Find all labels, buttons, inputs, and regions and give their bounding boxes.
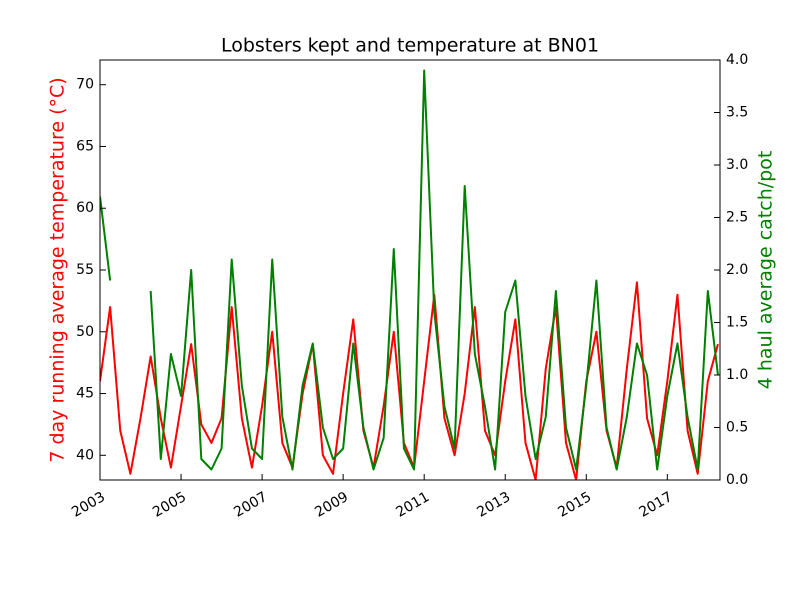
y-tick-label: 65 bbox=[76, 138, 94, 154]
y-tick-label: 50 bbox=[76, 324, 94, 340]
series-line bbox=[100, 69, 719, 471]
y-tick-label: 55 bbox=[76, 262, 94, 278]
y2-axis-label: 4 haul average catch/pot bbox=[755, 151, 777, 390]
y2-tick-label: 0.0 bbox=[726, 472, 748, 488]
y-tick-label: 40 bbox=[76, 447, 94, 463]
y-tick-label: 45 bbox=[76, 386, 94, 402]
y-tick-label: 70 bbox=[76, 77, 94, 93]
chart-title: Lobsters kept and temperature at BN01 bbox=[221, 35, 599, 57]
y2-tick-label: 1.0 bbox=[726, 367, 748, 383]
y-tick-label: 60 bbox=[76, 200, 94, 216]
y2-tick-label: 3.0 bbox=[726, 157, 748, 173]
y-axis-label: 7 day running average temperature (°C) bbox=[47, 77, 69, 462]
y2-tick-label: 3.5 bbox=[726, 105, 748, 121]
y2-tick-label: 2.5 bbox=[726, 210, 748, 226]
y2-tick-label: 4.0 bbox=[726, 52, 748, 68]
y2-tick-label: 2.0 bbox=[726, 262, 748, 278]
y2-tick-label: 0.5 bbox=[726, 420, 748, 436]
y2-tick-label: 1.5 bbox=[726, 315, 748, 331]
plot-area bbox=[100, 69, 719, 480]
